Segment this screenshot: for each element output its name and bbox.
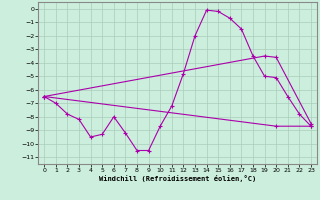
X-axis label: Windchill (Refroidissement éolien,°C): Windchill (Refroidissement éolien,°C): [99, 175, 256, 182]
